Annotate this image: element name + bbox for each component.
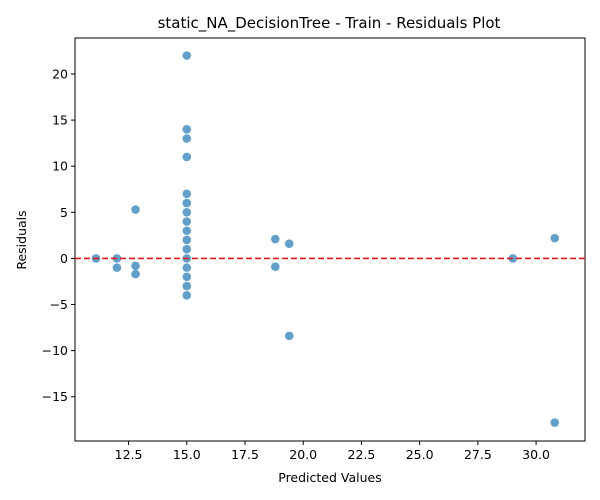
data-point [182, 207, 192, 217]
data-point [131, 205, 140, 214]
x-tick-label: 20.0 [289, 447, 317, 462]
y-tick-label: −15 [42, 389, 68, 404]
x-axis: 12.5 15.0 17.5 20.0 22.5 25.0 27.5 30.0 [115, 441, 550, 462]
y-tick-label: 5 [60, 205, 68, 220]
y-tick-label: 10 [52, 159, 68, 174]
data-point [550, 233, 560, 243]
data-point [284, 331, 294, 341]
x-tick-label: 25.0 [406, 447, 434, 462]
data-point [182, 124, 192, 134]
x-tick-label: 27.5 [464, 447, 492, 462]
y-tick-label: −10 [42, 343, 68, 358]
data-point [112, 263, 122, 272]
data-point [270, 234, 280, 244]
x-tick-label: 22.5 [348, 447, 376, 462]
data-point [182, 263, 192, 272]
scatter-series [91, 51, 560, 427]
x-axis-title: Predicted Values [278, 470, 382, 485]
data-point [182, 244, 192, 254]
x-tick-label: 12.5 [115, 447, 143, 462]
y-tick-label: 15 [52, 113, 68, 128]
y-axis: −15 −10 −5 0 5 10 15 20 [42, 66, 75, 404]
data-point [284, 239, 294, 248]
axes-frame [74, 37, 586, 442]
y-tick-label: 0 [60, 251, 68, 266]
data-point [182, 290, 192, 300]
data-point [182, 235, 192, 245]
y-tick-label: −5 [50, 297, 68, 312]
y-tick-label: 20 [52, 66, 68, 81]
x-tick-label: 17.5 [231, 447, 259, 462]
data-point [131, 261, 140, 271]
data-point [182, 198, 192, 208]
data-point [182, 217, 192, 226]
chart-title: static_NA_DecisionTree - Train - Residua… [158, 14, 501, 33]
data-point [182, 152, 192, 162]
data-point [182, 134, 192, 143]
data-point [182, 189, 192, 199]
x-tick-label: 15.0 [173, 447, 201, 462]
data-point [182, 51, 192, 60]
data-point [550, 418, 560, 427]
x-tick-label: 30.0 [522, 447, 550, 462]
data-point [182, 272, 192, 282]
data-point [182, 226, 192, 236]
data-point [131, 269, 140, 279]
data-point [182, 281, 192, 291]
data-point [270, 262, 280, 272]
plot-area [74, 37, 586, 442]
y-axis-title: Residuals [14, 210, 29, 269]
